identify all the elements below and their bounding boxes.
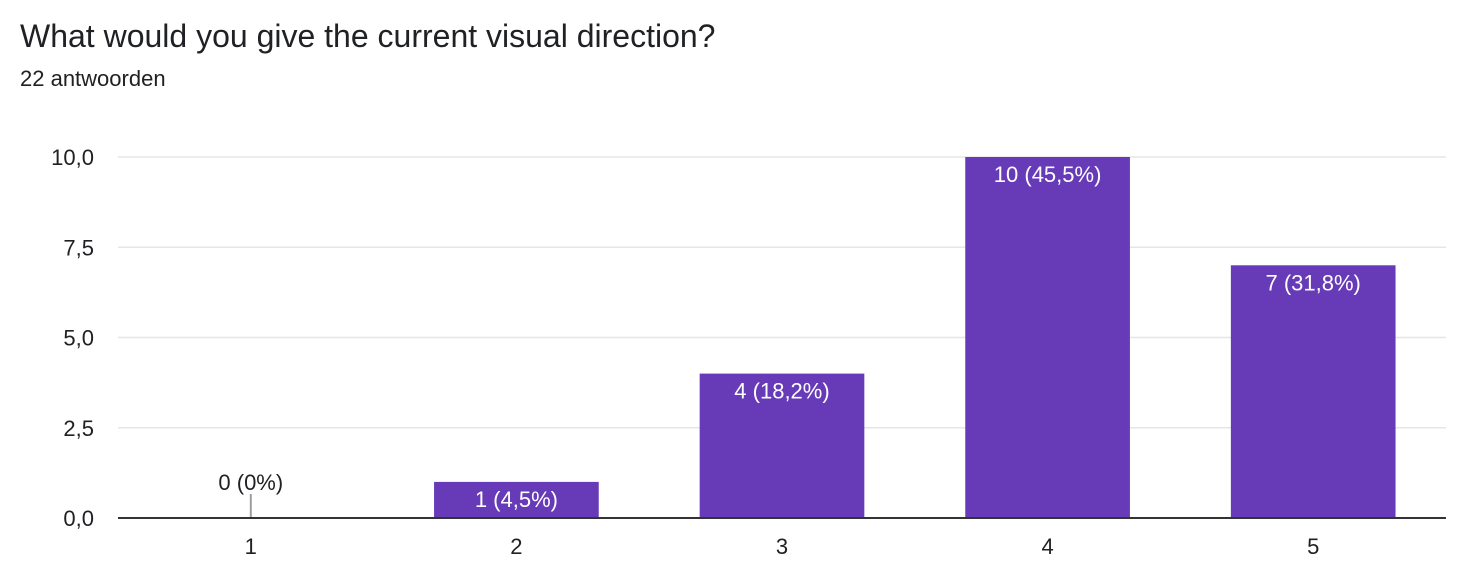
data-label: 4 (18,2%)	[734, 379, 829, 404]
data-label: 0 (0%)	[218, 470, 283, 495]
x-tick-label: 5	[1307, 534, 1319, 559]
x-tick-label: 1	[245, 534, 257, 559]
bar	[1230, 265, 1396, 518]
x-tick-label: 4	[1041, 534, 1053, 559]
data-label: 7 (31,8%)	[1266, 270, 1361, 295]
bar	[699, 373, 865, 518]
data-label: 10 (45,5%)	[994, 162, 1102, 187]
x-tick-label: 2	[510, 534, 522, 559]
y-tick-label: 5,0	[63, 326, 94, 351]
question-title: What would you give the current visual d…	[20, 18, 716, 54]
y-tick-label: 10,0	[51, 145, 94, 170]
y-tick-label: 2,5	[63, 416, 94, 441]
x-tick-label: 3	[776, 534, 788, 559]
data-label: 1 (4,5%)	[475, 487, 558, 512]
y-tick-label: 0,0	[63, 506, 94, 531]
bar	[965, 157, 1130, 518]
bars	[249, 157, 1396, 518]
y-tick-label: 7,5	[63, 235, 94, 260]
data-labels: 0 (0%) 1 (4,5%) 4 (18,2%) 10 (45,5%) 7 (31,8…	[218, 162, 1360, 512]
y-axis-ticks: 0,0 2,5 5,0 7,5 10,0	[51, 145, 94, 531]
bar	[434, 481, 599, 518]
x-axis-ticks: 1 2 3 4 5	[245, 534, 1320, 559]
response-count: 22 antwoorden	[20, 66, 166, 91]
